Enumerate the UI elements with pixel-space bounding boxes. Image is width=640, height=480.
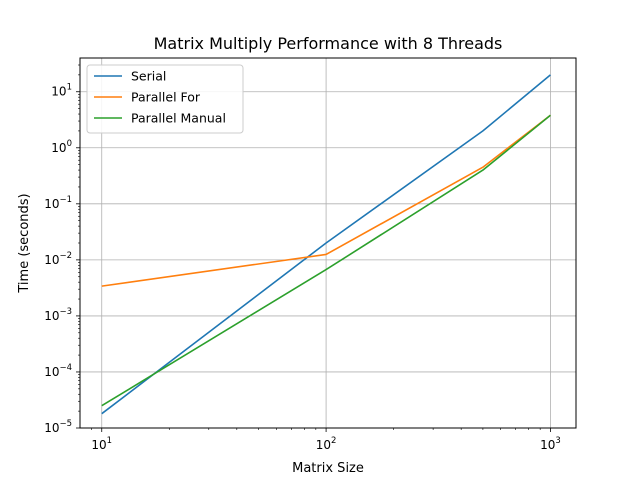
legend-label-parallel-manual: Parallel Manual [131, 111, 226, 126]
legend-label-serial: Serial [131, 69, 166, 84]
chart-title: Matrix Multiply Performance with 8 Threa… [154, 34, 503, 53]
legend-box [86, 64, 244, 134]
legend-label-parallel-for: Parallel For [131, 90, 201, 105]
y-tick-label: 10−1 [44, 195, 72, 211]
x-tick-label: 103 [540, 436, 561, 452]
y-tick-label: 100 [51, 139, 72, 155]
x-axis-label: Matrix Size [292, 461, 364, 476]
series-line-serial [101, 74, 551, 415]
series-line-parallel-for [101, 114, 551, 287]
y-tick-label: 10−4 [44, 363, 72, 379]
y-axis-label: Time (seconds) [17, 193, 32, 293]
y-tick-label: 10−5 [44, 419, 72, 435]
y-tick-label: 101 [51, 83, 72, 99]
series-line-parallel-manual [101, 114, 551, 407]
y-tick-label: 10−3 [44, 307, 72, 323]
x-tick-label: 101 [91, 436, 112, 452]
legend: Serial Parallel For Parallel Manual [86, 64, 244, 134]
x-tick-label: 102 [316, 436, 337, 452]
y-tick-label: 10−2 [44, 251, 72, 267]
major-ticks: 101 102 103 10−5 10−4 10−3 10−2 10−1 100 101 [44, 83, 561, 452]
series-lines [101, 74, 551, 415]
plot-frame [79, 57, 577, 429]
